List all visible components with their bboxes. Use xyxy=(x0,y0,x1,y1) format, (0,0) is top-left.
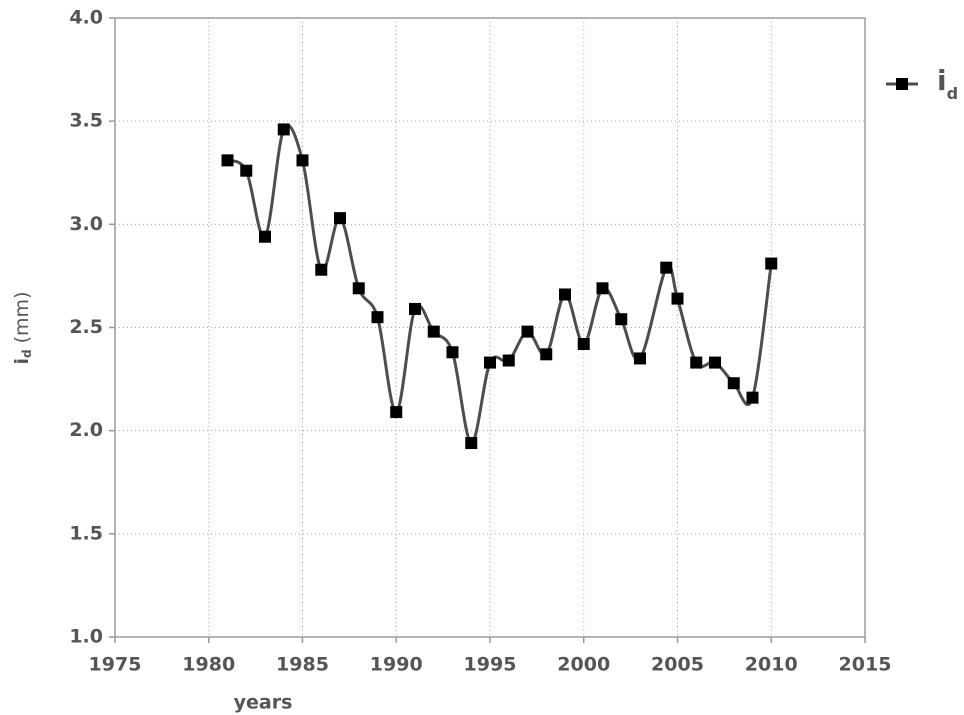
point xyxy=(409,302,421,315)
point xyxy=(660,261,673,274)
x-tick-label: 1985 xyxy=(276,654,329,676)
y-tick-label: 2.0 xyxy=(69,419,103,441)
x-tick-label: 2005 xyxy=(651,654,704,676)
point xyxy=(690,356,703,369)
legend: id xyxy=(886,64,958,103)
y-axis-label: id (mm) xyxy=(11,292,34,365)
point xyxy=(671,292,684,305)
legend-marker xyxy=(896,78,908,90)
y-tick-label: 3.5 xyxy=(69,110,103,132)
y-label-sub: d xyxy=(20,349,34,358)
point xyxy=(559,288,571,301)
x-tick-label: 2015 xyxy=(839,654,892,676)
point xyxy=(427,325,440,338)
point xyxy=(221,154,234,167)
point xyxy=(334,212,346,225)
y-tick-label: 1.5 xyxy=(69,522,103,544)
x-tick-label: 1975 xyxy=(89,654,142,676)
point xyxy=(727,377,740,390)
point xyxy=(521,325,534,338)
y-tick-label: 2.5 xyxy=(69,316,103,338)
x-tick-label: 1995 xyxy=(464,654,517,676)
y-label-main: i xyxy=(11,358,33,365)
y-tick-label: 4.0 xyxy=(69,7,103,29)
point xyxy=(446,346,459,359)
point xyxy=(484,356,496,369)
point xyxy=(371,311,384,324)
legend-name: i xyxy=(937,64,947,97)
point xyxy=(296,154,309,167)
y-tick-label: 1.0 xyxy=(69,626,103,648)
x-tick-label: 1990 xyxy=(370,654,423,676)
point xyxy=(596,282,609,295)
point xyxy=(577,338,590,351)
legend-label: id xyxy=(937,64,958,103)
x-tick-label: 1980 xyxy=(182,654,235,676)
point xyxy=(465,437,478,450)
legend-sub: d xyxy=(947,84,958,103)
point xyxy=(634,352,646,365)
x-axis-label: years xyxy=(234,692,293,714)
y-tick-label: 3.0 xyxy=(69,213,103,235)
point xyxy=(502,354,515,367)
point xyxy=(277,123,290,136)
point xyxy=(615,313,628,326)
x-tick-label: 2010 xyxy=(745,654,798,676)
point xyxy=(315,263,328,276)
point xyxy=(746,391,759,404)
y-label-unit: (mm) xyxy=(11,292,33,344)
point xyxy=(259,230,271,243)
point xyxy=(765,257,778,270)
x-tick-label: 2000 xyxy=(557,654,610,676)
point xyxy=(540,348,553,361)
point xyxy=(352,282,365,295)
point xyxy=(709,356,721,369)
series-line xyxy=(226,124,773,445)
point xyxy=(240,164,253,177)
point xyxy=(390,406,403,419)
